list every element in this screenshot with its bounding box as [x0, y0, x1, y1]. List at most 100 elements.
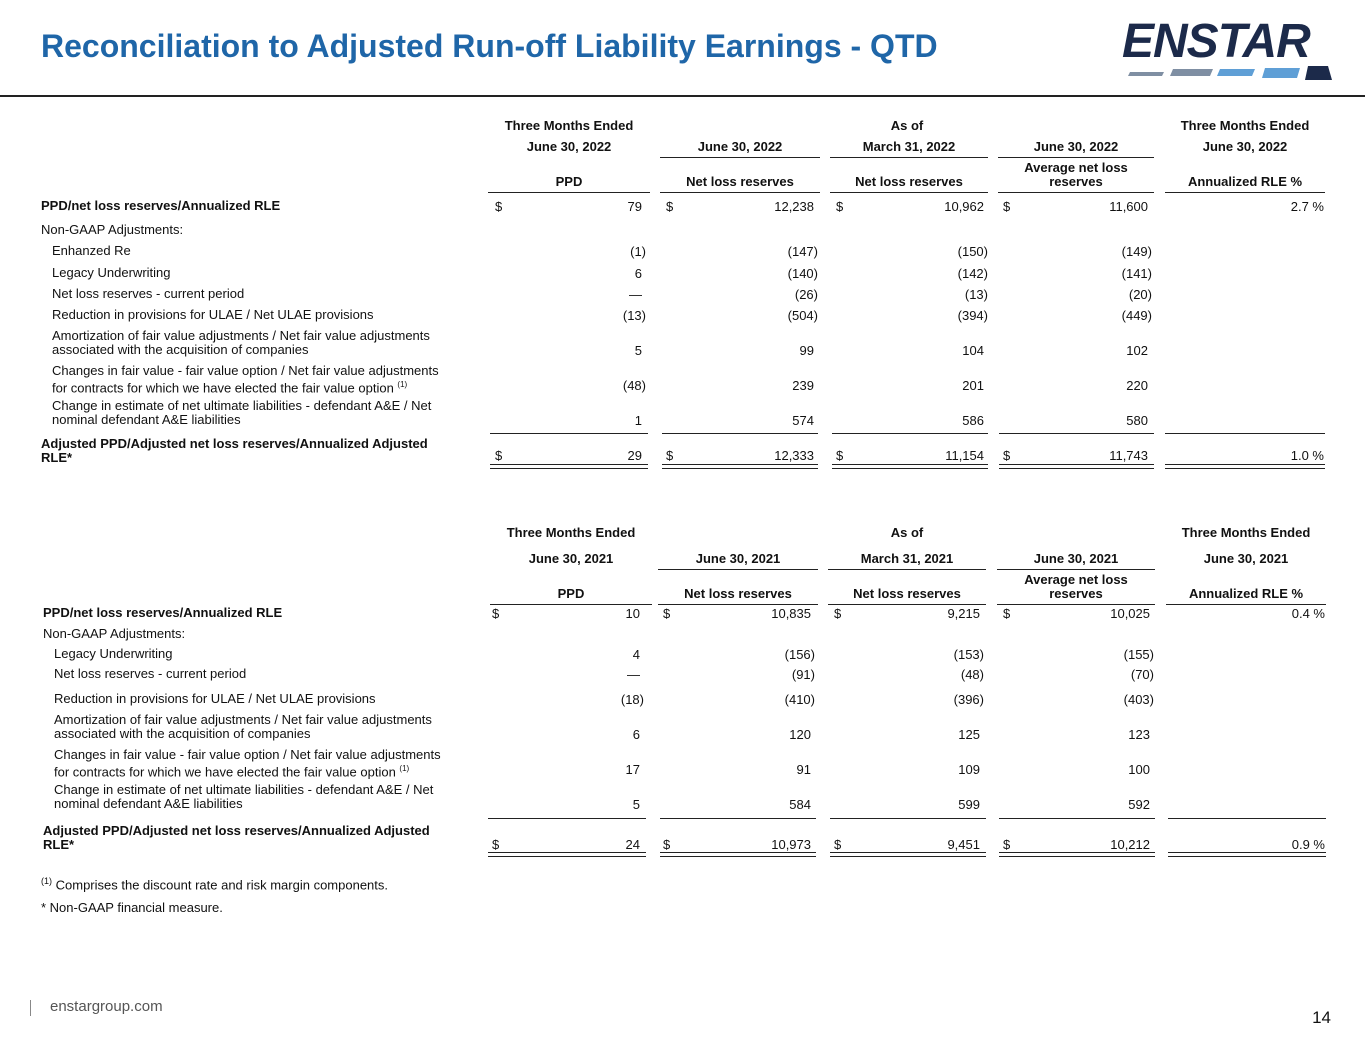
- t1-total-rule-c1: [490, 464, 648, 469]
- t2-row-4-c1: 17: [625, 762, 640, 777]
- t1-hdr-c3-date: March 31, 2022: [830, 139, 988, 158]
- t1-hdr-c2-sub: Net loss reserves: [660, 174, 820, 193]
- t1-hdr-c4-sub-line1: Average net loss: [1024, 160, 1128, 175]
- t1-subtotal-rule-c5: [1165, 433, 1325, 434]
- t1-row-0-c3: (150): [957, 244, 988, 259]
- t1-first-c3: 10,962: [944, 199, 984, 214]
- t1-row-3-c2: (504): [787, 308, 818, 323]
- t1-row-1-c1: 6: [634, 266, 642, 281]
- t2-total-c4-dollar: $: [1003, 837, 1011, 852]
- t1-total-c4-dollar: $: [1003, 448, 1011, 463]
- t2-row-4-c4: 100: [1128, 762, 1150, 777]
- t2-row-2-c4: (403): [1123, 692, 1154, 707]
- t1-row-0-c4: (149): [1121, 244, 1152, 259]
- t2-row-4-footnote-ref: (1): [399, 764, 410, 773]
- t2-total-c1-dollar: $: [492, 837, 500, 852]
- t2-row-1-label: Net loss reserves - current period: [54, 666, 247, 681]
- t1-row-4-c3: 104: [962, 343, 984, 358]
- t1-row-3-c4: (449): [1121, 308, 1152, 323]
- t2-row-0-c2: (156): [784, 647, 815, 662]
- t1-row-0-label: Enhanzed Re: [52, 243, 131, 258]
- t1-row-5-c2: 239: [792, 378, 814, 393]
- t2-hdr-c4-sub-line2: reserves: [997, 586, 1155, 605]
- t1-hdr-c5-sub: Annualized RLE %: [1165, 174, 1325, 193]
- footer-url: enstargroup.com: [50, 998, 163, 1015]
- t1-row-0-c1: (1): [630, 244, 646, 259]
- t2-row-2-c3: (396): [953, 692, 984, 707]
- t2-hdr-c2-date: June 30, 2021: [658, 551, 818, 570]
- t2-row-3-c1: 6: [632, 727, 640, 742]
- t1-row-1-c4: (141): [1121, 266, 1152, 281]
- t1-subtotal-rule-c2: [662, 433, 818, 434]
- t2-first-c2-dollar: $: [663, 606, 671, 621]
- t1-total-c1-dollar: $: [495, 448, 503, 463]
- t2-row-3-c3: 125: [958, 727, 980, 742]
- t1-row-6-c2: 574: [792, 413, 814, 428]
- t1-row-6-label-2: nominal defendant A&E liabilities: [52, 412, 241, 427]
- t2-first-c1: 10: [625, 606, 640, 621]
- t2-hdr-c5-sub: Annualized RLE %: [1166, 586, 1326, 605]
- t1-total-rule-c4: [999, 464, 1154, 469]
- t1-row-5-label-1: Changes in fair value - fair value optio…: [52, 363, 439, 378]
- logo-stripe-5: [1305, 66, 1332, 80]
- t2-first-c4-dollar: $: [1003, 606, 1011, 621]
- t1-first-c4: 11,600: [1109, 199, 1148, 214]
- t1-row-6-c4: 580: [1126, 413, 1148, 428]
- t2-row-5-label-1: Change in estimate of net ultimate liabi…: [54, 782, 434, 797]
- t1-row-3-c1: (13): [622, 308, 646, 323]
- t2-row-4-c2: 91: [796, 762, 811, 777]
- t1-hdr-group1-line1: Three Months Ended: [504, 118, 634, 133]
- t2-row-0-c4: (155): [1123, 647, 1154, 662]
- t2-total-c4: 10,212: [1110, 837, 1150, 852]
- t1-total-label-2: RLE*: [41, 450, 73, 465]
- t2-first-c4: 10,025: [1110, 606, 1150, 621]
- t2-subtotal-rule-c1: [488, 818, 646, 819]
- t1-total-rule-c5: [1165, 464, 1325, 469]
- t1-row-2-label: Net loss reserves - current period: [52, 286, 245, 301]
- t1-row-3-c3: (394): [957, 308, 988, 323]
- t2-section-label: Non-GAAP Adjustments:: [43, 626, 186, 641]
- t2-subtotal-rule-c3: [830, 818, 986, 819]
- t1-row-1-c2: (140): [787, 266, 818, 281]
- t2-first-c1-dollar: $: [492, 606, 500, 621]
- t2-row-2-label: Reduction in provisions for ULAE / Net U…: [54, 691, 376, 706]
- t2-hdr-c4-sub-line1: Average net loss: [1024, 572, 1128, 587]
- t1-hdr-group1-line2: June 30, 2022: [526, 139, 612, 154]
- t1-row-5-c1: (48): [622, 378, 646, 393]
- t1-total-c3-dollar: $: [836, 448, 844, 463]
- footer-divider: [30, 1000, 31, 1016]
- t1-row-4-label-2: associated with the acquisition of compa…: [52, 342, 309, 357]
- t2-first-c2: 10,835: [771, 606, 811, 621]
- t2-first-c5: 0.4 %: [1291, 606, 1325, 621]
- t2-hdr-c3-date: March 31, 2021: [828, 551, 986, 570]
- t1-row-1-c3: (142): [957, 266, 988, 281]
- t1-total-rule-c2: [662, 464, 818, 469]
- t2-row-4-label-1: Changes in fair value - fair value optio…: [54, 747, 441, 762]
- t2-total-c2-dollar: $: [663, 837, 671, 852]
- t2-total-c5: 0.9 %: [1291, 837, 1325, 852]
- logo-stripe-2: [1170, 69, 1213, 76]
- t1-row-5-c3: 201: [962, 378, 984, 393]
- t2-hdr-c4-date: June 30, 2021: [997, 551, 1155, 570]
- t1-subtotal-rule-c3: [832, 433, 988, 434]
- t2-row-1-c4: (70): [1130, 667, 1154, 682]
- t2-hdr-group5-line2: June 30, 2021: [1203, 551, 1289, 566]
- t1-hdr-c4-sub-line2: reserves: [998, 174, 1154, 193]
- t1-hdr-c1-sub: PPD: [488, 174, 650, 193]
- t2-total-c2: 10,973: [771, 837, 811, 852]
- t2-row-0-label: Legacy Underwriting: [54, 646, 173, 661]
- t1-row-2-c2: (26): [794, 287, 818, 302]
- header-divider: [0, 95, 1365, 97]
- t1-row-2-c4: (20): [1128, 287, 1152, 302]
- t1-hdr-c3-sub: Net loss reserves: [830, 174, 988, 193]
- page-title: Reconciliation to Adjusted Run-off Liabi…: [41, 28, 938, 64]
- t1-row-5-c4: 220: [1126, 378, 1148, 393]
- t1-subtotal-rule-c1: [490, 433, 648, 434]
- t2-total-rule-c2: [660, 852, 816, 857]
- t2-total-c3-dollar: $: [834, 837, 842, 852]
- t1-row-4-label-1: Amortization of fair value adjustments /…: [52, 328, 430, 343]
- t2-hdr-c2-sub: Net loss reserves: [658, 586, 818, 605]
- t2-row-1-c3: (48): [960, 667, 984, 682]
- t2-total-rule-c1: [488, 852, 646, 857]
- t2-row-3-c2: 120: [789, 727, 811, 742]
